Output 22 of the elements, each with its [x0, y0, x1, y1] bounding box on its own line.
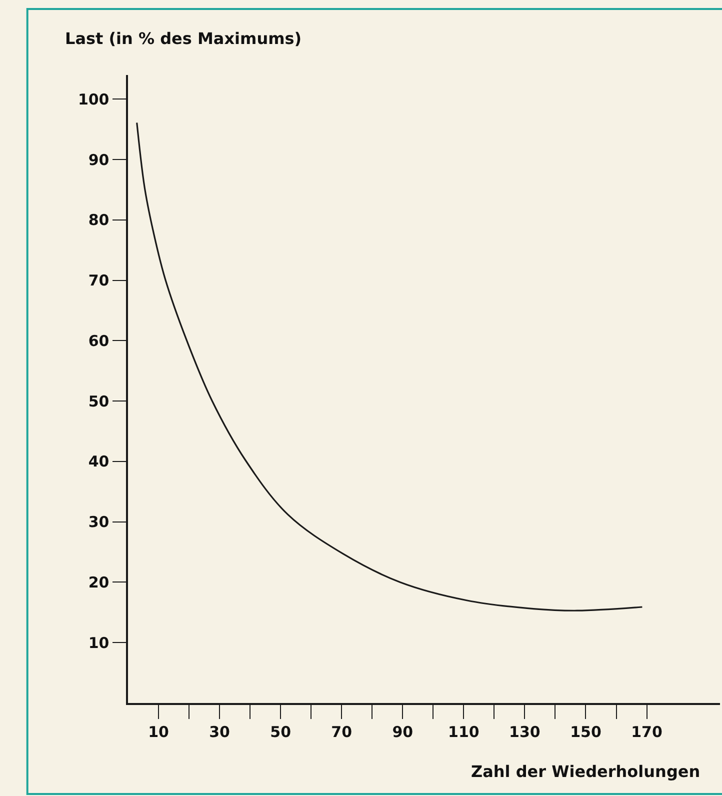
y-tick-label: 60 [88, 332, 110, 350]
x-tick-label: 10 [148, 722, 169, 741]
line-series [136, 122, 643, 612]
x-axis-title: Zahl der Wiederholungen [471, 762, 700, 781]
y-tick-label: 20 [88, 573, 110, 592]
x-tick-label: 50 [270, 722, 292, 741]
x-tick-label: 130 [509, 722, 540, 741]
x-tick-label: 90 [392, 722, 414, 741]
y-tick-label: 100 [78, 90, 110, 108]
y-tick-label: 30 [88, 513, 110, 532]
y-tick-label: 50 [88, 392, 110, 410]
y-tick-label: 40 [88, 452, 110, 471]
x-tick-label: 30 [209, 722, 230, 741]
x-tick-label: 170 [631, 722, 662, 741]
x-tick-label: 70 [331, 722, 352, 741]
x-tick-label: 110 [448, 722, 480, 741]
y-axis-title: Last (in % des Maximums) [65, 29, 302, 48]
y-tick-label: 70 [88, 272, 110, 290]
y-tick-label: 80 [88, 211, 110, 230]
x-tick-label: 150 [570, 722, 602, 741]
y-tick-label: 90 [88, 150, 110, 169]
y-tick-label: 10 [88, 634, 110, 652]
